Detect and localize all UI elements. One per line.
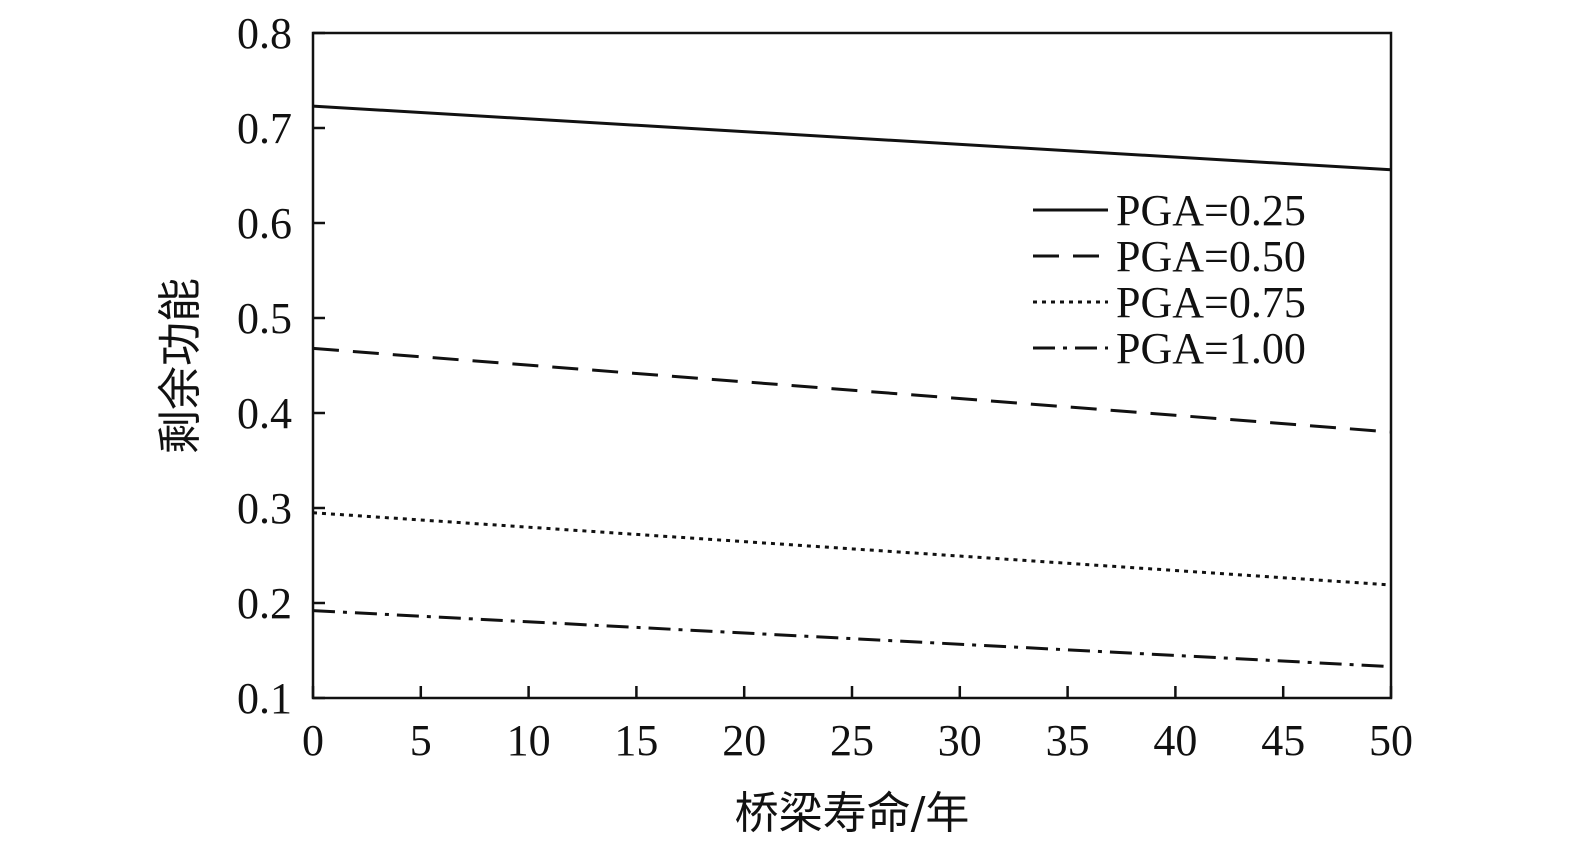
x-tick-label: 10: [507, 716, 551, 765]
y-tick-label: 0.3: [237, 484, 292, 533]
y-tick-label: 0.5: [237, 294, 292, 343]
x-axis-title: 桥梁寿命/年: [735, 788, 970, 839]
x-tick-label: 45: [1261, 716, 1305, 765]
x-tick-label: 35: [1046, 716, 1090, 765]
y-tick-label: 0.8: [237, 9, 292, 58]
series-line-1: [312, 104, 1392, 172]
y-tick-labels: 0.1 0.2 0.3 0.4 0.5 0.6 0.7 0.8: [237, 9, 292, 723]
legend-label-4: PGA=1.00: [1116, 324, 1306, 373]
x-tick-label: 25: [830, 716, 874, 765]
legend-label-1: PGA=0.25: [1116, 186, 1306, 235]
x-tick-label: 40: [1153, 716, 1197, 765]
x-tick-label: 0: [302, 716, 324, 765]
y-tick-label: 0.1: [237, 674, 292, 723]
legend-label-2: PGA=0.50: [1116, 232, 1306, 281]
series-line-4: [312, 609, 1392, 669]
y-tick-label: 0.7: [237, 104, 292, 153]
series-lines: [312, 104, 1392, 669]
series-line-2: [312, 346, 1392, 434]
y-tick-label: 0.6: [237, 199, 292, 248]
x-tick-label: 20: [722, 716, 766, 765]
y-tick-label: 0.4: [237, 389, 292, 438]
x-tick-label: 30: [938, 716, 982, 765]
x-tick-labels: 0 5 10 15 20 25 30 35 40 45 50: [302, 716, 1413, 765]
y-tick-label: 0.2: [237, 579, 292, 628]
x-tick-label: 50: [1369, 716, 1413, 765]
x-tick-label: 15: [614, 716, 658, 765]
y-axis-title: 剩余功能: [155, 278, 206, 454]
x-tick-label: 5: [410, 716, 432, 765]
legend-label-3: PGA=0.75: [1116, 278, 1306, 327]
series-line-3: [312, 511, 1392, 587]
tick-marks: [311, 31, 1393, 700]
